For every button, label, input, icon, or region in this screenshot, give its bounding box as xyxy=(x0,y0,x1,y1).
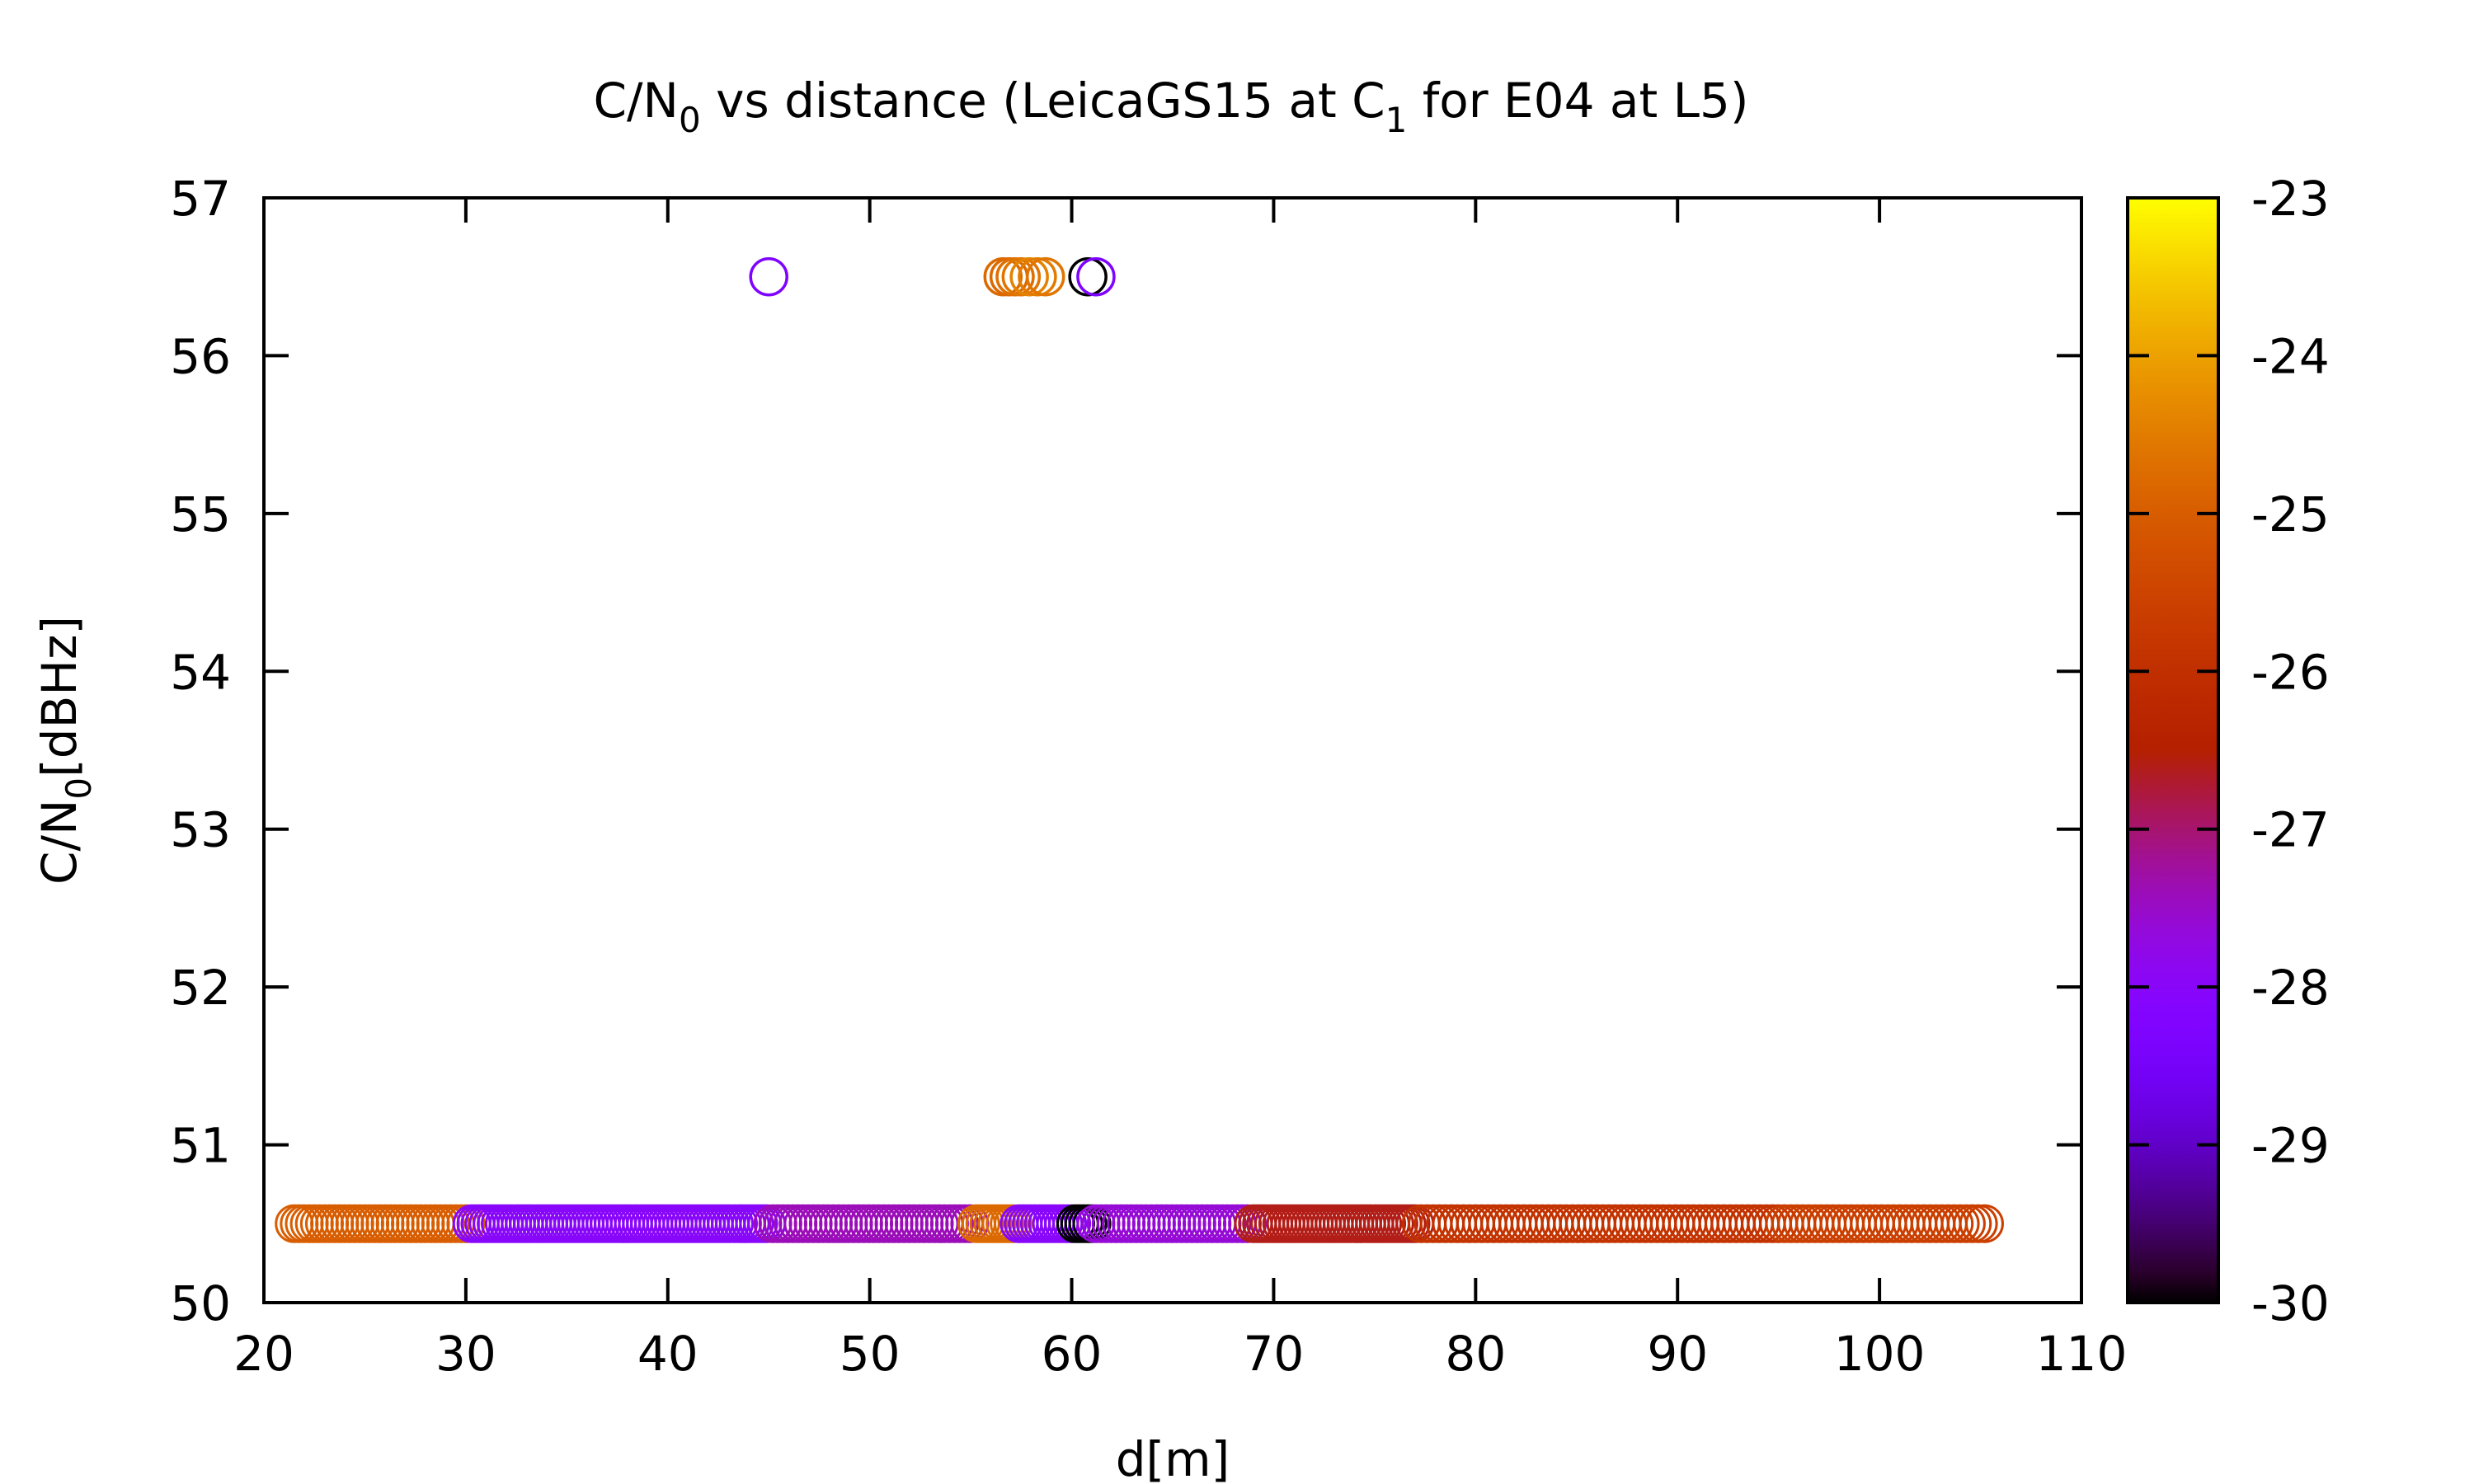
y-axis-label: C/N0[dBHz] xyxy=(31,616,99,885)
colorbar-tick-label: -24 xyxy=(2251,328,2330,384)
x-tick-label: 30 xyxy=(435,1326,496,1382)
colorbar-tick-labels: -30 -29 -28 -27 -26 -25 -24 -23 xyxy=(2251,171,2330,1331)
data-point xyxy=(1076,256,1116,297)
colorbar-tick-label: -26 xyxy=(2251,644,2330,700)
x-tick-label: 50 xyxy=(840,1326,901,1382)
data-point xyxy=(1964,1204,2004,1243)
y-tick-label: 50 xyxy=(170,1275,231,1331)
colorbar-tick-label: -28 xyxy=(2251,960,2330,1016)
y-tick-labels: 50 51 52 53 54 55 56 57 xyxy=(170,171,231,1331)
y-tick-label: 54 xyxy=(170,644,231,700)
colorbar-tick-label: -27 xyxy=(2251,802,2330,858)
x-tick-label: 40 xyxy=(637,1326,698,1382)
y-tick-label: 51 xyxy=(170,1118,231,1174)
data-point xyxy=(749,256,788,297)
colorbar xyxy=(2126,196,2220,1304)
x-tick-label: 80 xyxy=(1445,1326,1506,1382)
plot-frame xyxy=(262,196,2083,1304)
x-tick-labels: 20 30 40 50 60 70 80 90 100 110 xyxy=(233,1326,2127,1382)
plot-points xyxy=(275,256,2004,1243)
data-point xyxy=(1025,256,1065,297)
y-tick-label: 53 xyxy=(170,802,231,858)
x-axis-label: d[m] xyxy=(1116,1431,1230,1484)
x-tick-label: 110 xyxy=(2036,1326,2128,1382)
data-point xyxy=(1001,256,1042,297)
colorbar-tick-label: -30 xyxy=(2251,1275,2330,1331)
x-tick-label: 90 xyxy=(1647,1326,1708,1382)
axis-ticks xyxy=(262,196,2083,1304)
x-tick-label: 60 xyxy=(1042,1326,1103,1382)
data-point xyxy=(1068,256,1108,297)
data-point xyxy=(1018,256,1057,297)
colorbar-tick-label: -25 xyxy=(2251,486,2330,542)
colorbar-tick-label: -23 xyxy=(2251,171,2330,227)
chart-title: C/N0 vs distance (LeicaGS15 at C1 for E0… xyxy=(594,73,1749,140)
y-tick-label: 56 xyxy=(170,328,231,384)
y-tick-label: 57 xyxy=(170,171,231,227)
y-tick-label: 52 xyxy=(170,960,231,1016)
x-tick-label: 100 xyxy=(1834,1326,1926,1382)
data-point xyxy=(1009,256,1049,297)
colorbar-tick-label: -29 xyxy=(2251,1118,2330,1174)
colorbar-ticks xyxy=(2128,196,2218,1304)
y-tick-label: 55 xyxy=(170,486,231,542)
x-tick-label: 20 xyxy=(233,1326,294,1382)
x-tick-label: 70 xyxy=(1244,1326,1305,1382)
